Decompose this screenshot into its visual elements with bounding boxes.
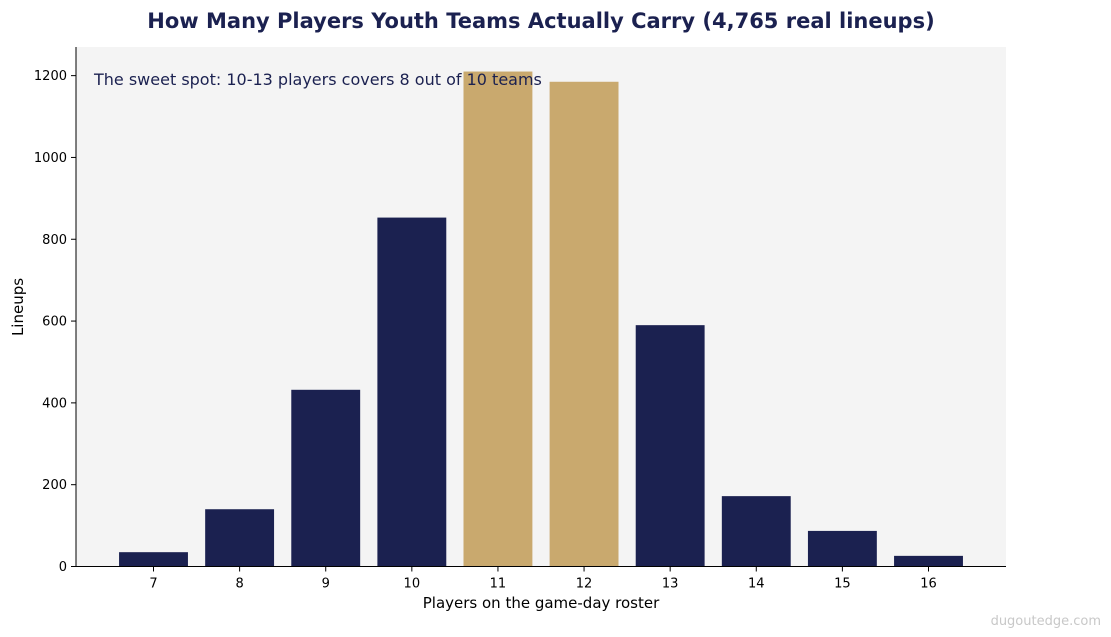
y-tick-label: 600 (42, 315, 67, 330)
x-ticks-group: 7 8 9 10 11 12 13 14 15 16 (149, 566, 937, 592)
bar-13 (635, 325, 705, 567)
x-tick-label-9: 9 (322, 577, 330, 592)
bar-15 (807, 530, 877, 567)
y-tick-label: 1200 (34, 69, 67, 84)
bar-12 (549, 81, 619, 567)
y-tick-label: 1000 (34, 151, 67, 166)
y-axis-label: Lineups (9, 278, 27, 336)
x-tick-label-7: 7 (149, 577, 157, 592)
x-tick-label-16: 16 (920, 577, 937, 592)
watermark: dugoutedge.com (991, 614, 1101, 629)
bar-16 (894, 555, 963, 567)
y-tick-label: 800 (42, 233, 67, 248)
plot-area (76, 47, 1006, 566)
bar-10 (377, 217, 447, 567)
y-ticks-group: 0 200 400 600 800 1000 1200 (34, 69, 76, 575)
bar-14 (721, 496, 791, 567)
x-tick-label-10: 10 (404, 577, 421, 592)
y-tick-label: 400 (42, 396, 67, 411)
chart-annotation: The sweet spot: 10-13 players covers 8 o… (93, 70, 542, 89)
x-tick-label-8: 8 (235, 577, 243, 592)
x-tick-label-12: 12 (576, 577, 593, 592)
bars-group (119, 71, 963, 567)
x-tick-label-13: 13 (662, 577, 679, 592)
bar-9 (291, 389, 361, 567)
chart-title: How Many Players Youth Teams Actually Ca… (147, 9, 934, 33)
x-tick-label-14: 14 (748, 577, 765, 592)
x-tick-label-15: 15 (834, 577, 851, 592)
bar-7 (119, 552, 188, 567)
y-tick-label: 0 (59, 560, 67, 575)
y-tick-label: 200 (42, 478, 67, 493)
x-axis-label: Players on the game-day roster (423, 594, 660, 612)
x-tick-label-11: 11 (490, 577, 507, 592)
bar-8 (205, 509, 275, 567)
bar-11 (463, 71, 533, 567)
